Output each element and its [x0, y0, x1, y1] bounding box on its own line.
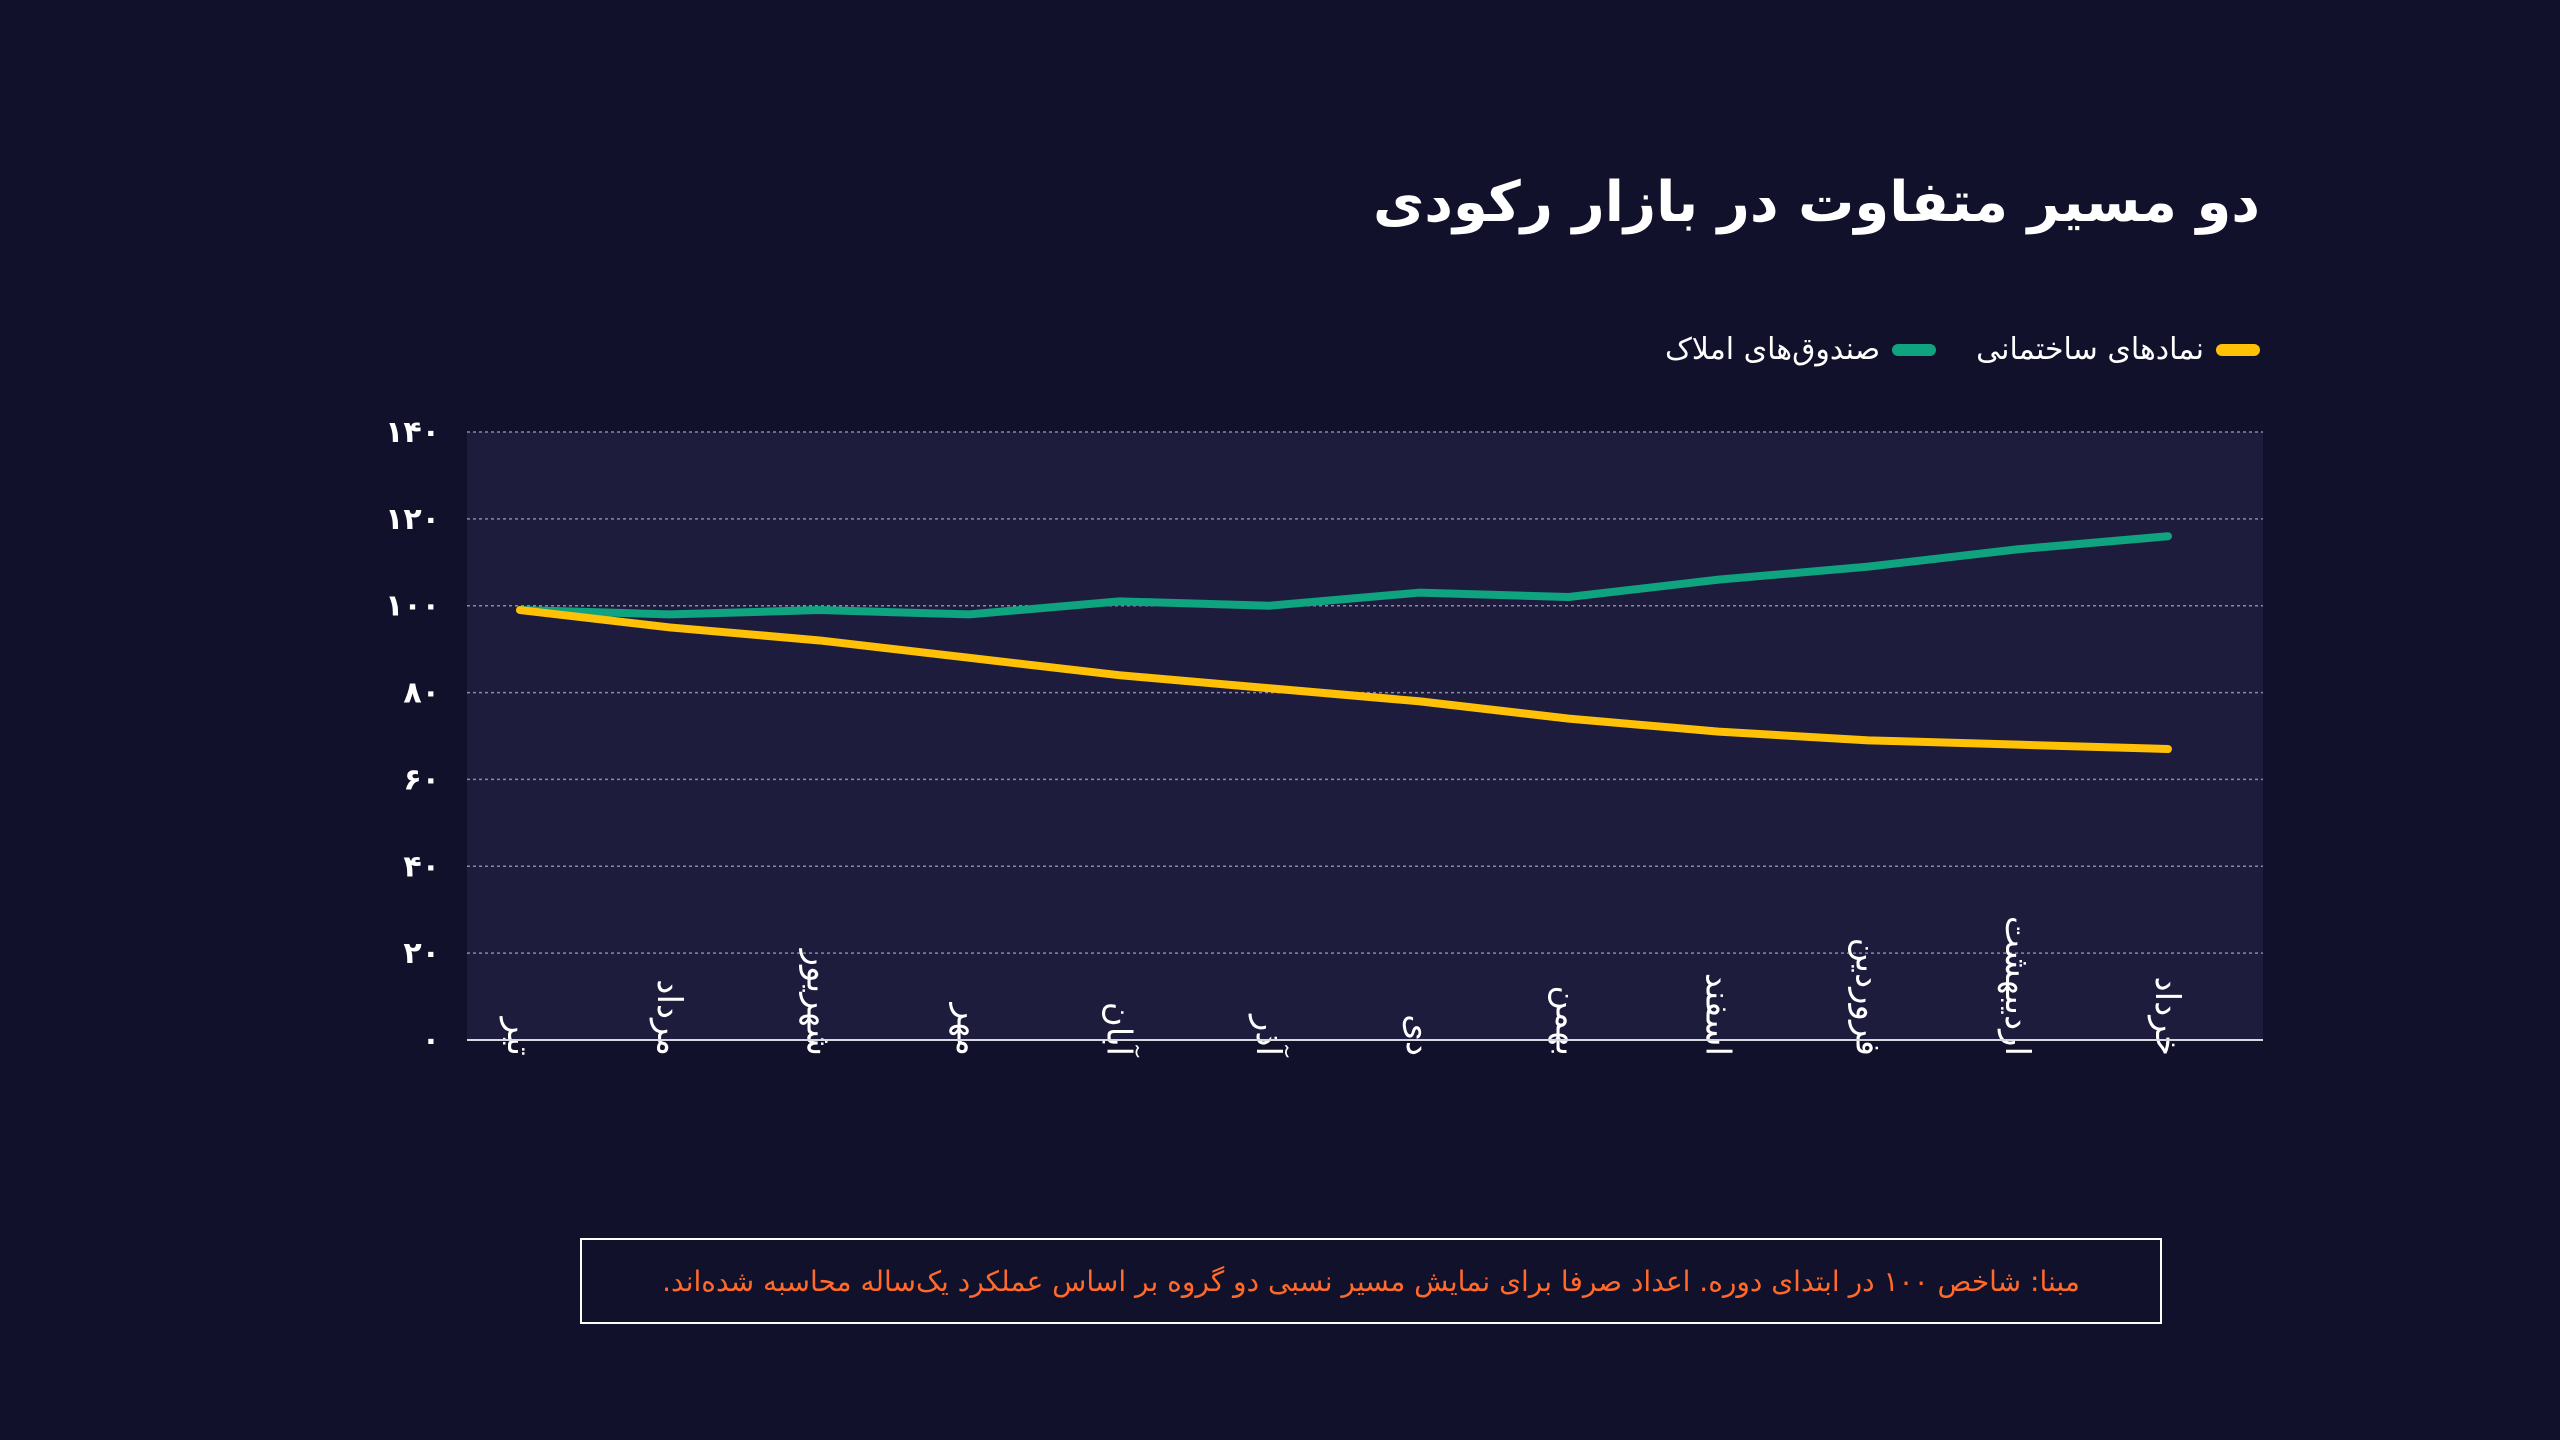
legend: نمادهای ساختمانی صندوق‌های املاک	[1665, 332, 2260, 367]
y-tick-label: ۲۰	[403, 936, 440, 971]
x-tick-label: مهر	[948, 1001, 988, 1056]
legend-item-property-funds: صندوق‌های املاک	[1664, 332, 1937, 367]
note-text: مبنا: شاخص ۱۰۰ در ابتدای دوره. اعداد صرف…	[662, 1264, 2080, 1298]
x-tick-label: مرداد	[649, 979, 689, 1056]
y-tick-label: ۴۰	[403, 849, 440, 884]
grid-lines	[467, 431, 2263, 954]
y-tick-label: ۰	[422, 1023, 440, 1058]
legend-label-building: نمادهای ساختمانی	[1976, 332, 2204, 367]
x-tick-label: اسفند	[1698, 973, 1738, 1056]
x-tick-label: فروردین	[1847, 938, 1887, 1056]
y-tick-label: ۱۰۰	[385, 589, 440, 624]
series-lines	[516, 532, 2172, 754]
y-axis-ticks: ۰ ۲۰ ۴۰ ۶۰ ۸۰ ۱۰۰ ۱۲۰ ۱۴۰	[385, 415, 440, 1058]
x-tick-label: خرداد	[2147, 976, 2187, 1056]
legend-label-property-funds: صندوق‌های املاک	[1664, 332, 1881, 367]
y-tick-label: ۱۲۰	[385, 502, 440, 537]
x-tick-label: آبان	[1098, 1002, 1139, 1058]
x-tick-label: دی	[1398, 1014, 1438, 1056]
x-tick-label: تیر	[499, 1016, 539, 1056]
x-tick-label: شهریور	[799, 948, 839, 1056]
plot-area	[467, 432, 2263, 1040]
x-tick-label: آذر	[1248, 1013, 1289, 1058]
x-axis-ticks: تیر مرداد شهریور مهر آبان آذر دی بهمن اسفند فرورد…	[499, 916, 2187, 1058]
y-tick-label: ۸۰	[403, 676, 440, 711]
legend-swatch-property-funds	[1892, 343, 1937, 356]
y-tick-label: ۶۰	[403, 762, 440, 797]
series-line-1	[516, 532, 2172, 619]
x-tick-label: اردیبهشت	[1997, 916, 2037, 1056]
legend-swatch-building	[2216, 343, 2260, 356]
note-box: مبنا: شاخص ۱۰۰ در ابتدای دوره. اعداد صرف…	[580, 1238, 2162, 1324]
x-tick-label: بهمن	[1548, 985, 1588, 1056]
y-tick-label: ۱۴۰	[385, 415, 440, 450]
series-line-0	[516, 606, 2172, 754]
chart-title: دو مسیر متفاوت در بازار رکودی	[1372, 170, 2260, 235]
legend-item-building: نمادهای ساختمانی	[1976, 332, 2260, 367]
